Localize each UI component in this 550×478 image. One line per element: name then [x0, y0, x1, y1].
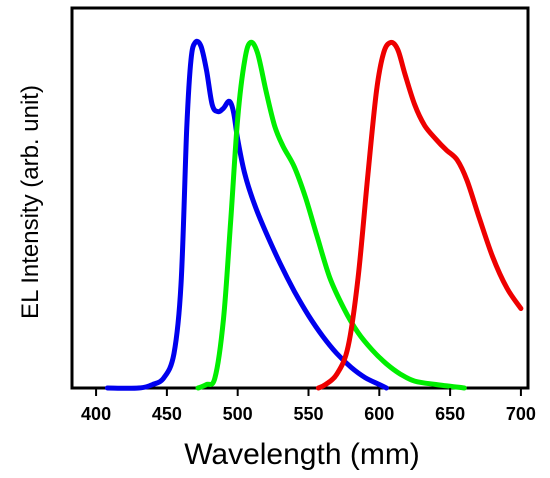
x-tick-label-450: 450 — [152, 404, 182, 424]
series-line-3 — [315, 39, 524, 391]
x-tick-label-550: 550 — [293, 404, 323, 424]
y-axis-title: EL Intensity (arb. unit) — [17, 85, 44, 319]
x-tick-label-500: 500 — [223, 404, 253, 424]
x-axis-title: Wavelength (mm) — [184, 438, 420, 471]
x-tick-label-600: 600 — [364, 404, 394, 424]
series-line-1 — [104, 38, 389, 391]
x-tick-label-700: 700 — [506, 404, 536, 424]
series-line-2 — [195, 39, 467, 391]
x-tick-label-400: 400 — [81, 404, 111, 424]
plot-frame — [70, 6, 530, 390]
x-tick-label-650: 650 — [435, 404, 465, 424]
